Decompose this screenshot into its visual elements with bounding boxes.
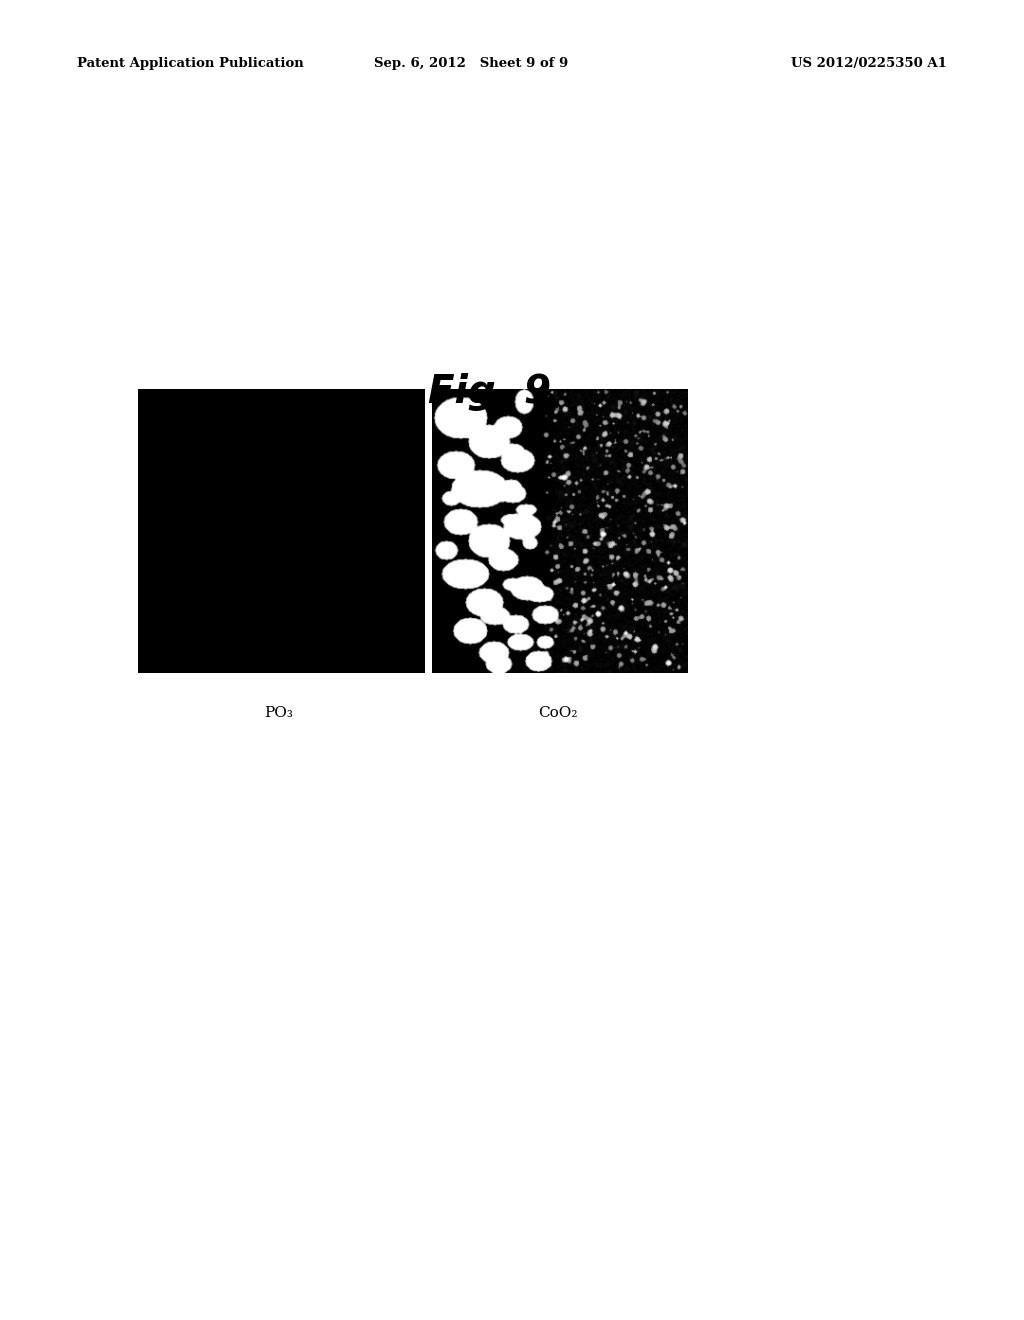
Text: Patent Application Publication: Patent Application Publication [77,57,303,70]
Text: US 2012/0225350 A1: US 2012/0225350 A1 [792,57,947,70]
Text: Fig. 9: Fig. 9 [428,374,551,411]
Text: CoO₂: CoO₂ [539,706,578,719]
Text: PO₃: PO₃ [264,706,293,719]
Text: Sep. 6, 2012   Sheet 9 of 9: Sep. 6, 2012 Sheet 9 of 9 [374,57,568,70]
